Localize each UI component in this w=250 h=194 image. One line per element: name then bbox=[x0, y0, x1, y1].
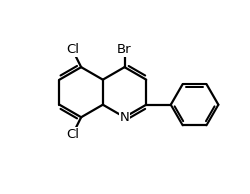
Text: Br: Br bbox=[117, 43, 132, 56]
Text: Cl: Cl bbox=[66, 128, 79, 141]
Text: Cl: Cl bbox=[66, 43, 79, 56]
Text: N: N bbox=[120, 111, 130, 124]
